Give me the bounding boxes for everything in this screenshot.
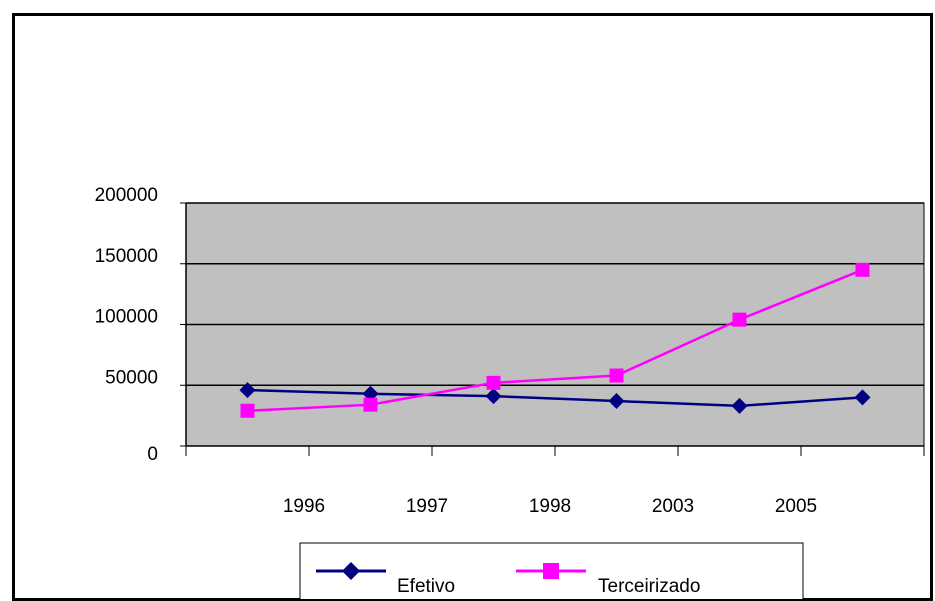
data-point [486,375,501,390]
series-terceirizado [240,262,870,418]
legend-marker-terceirizado [543,563,559,579]
data-point [855,262,870,277]
series-line-efetivo [247,388,863,408]
data-point [363,397,378,412]
data-point [609,368,624,383]
data-point [732,312,747,327]
y-tick-label: 150000 [95,246,158,267]
y-tick-label: 50000 [105,367,158,388]
x-tick-label-2005: 2005 [775,496,817,517]
y-tick-label: 100000 [95,307,158,328]
y-tick-label: 0 [147,444,158,465]
legend-label-efetivo: Efetivo [397,576,455,597]
data-point [731,397,748,414]
series-line-terceirizado [247,268,863,413]
data-point [485,388,502,405]
x-tick-label-1996: 1996 [283,496,325,517]
x-tick-label-2003: 2003 [652,496,694,517]
legend-marker-efetivo [342,562,360,580]
data-point [239,382,256,399]
gridlines [180,202,924,447]
legend-label-terceirizado: Terceirizado [598,576,700,597]
legend: Efetivo Terceirizado [299,542,804,599]
y-tick-label: 200000 [95,185,158,206]
data-point [240,403,255,418]
x-axis-tick-labels: 1996 1997 1998 2003 2005 [283,496,817,517]
axes [185,203,925,456]
y-axis-tick-labels: 0 50000 100000 150000 200000 [95,185,158,465]
x-tick-label-1998: 1998 [529,496,571,517]
data-point [854,389,871,406]
data-point [608,393,625,410]
series-layer [239,262,871,418]
x-tick-label-1997: 1997 [406,496,448,517]
